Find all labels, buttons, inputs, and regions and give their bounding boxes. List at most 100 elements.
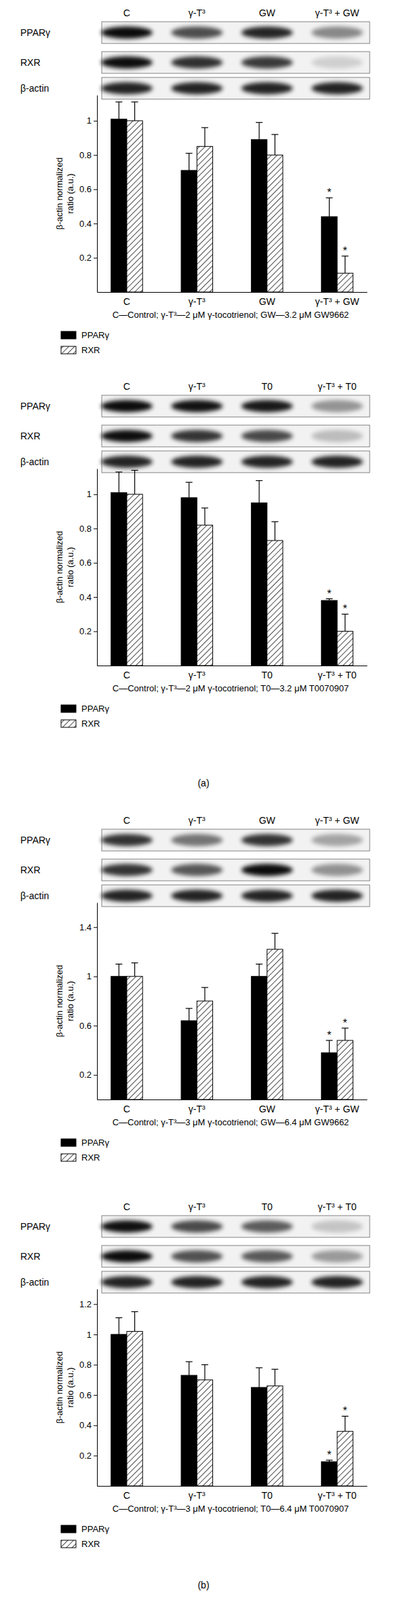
blot-column-label: C	[123, 380, 131, 392]
y-tick-label: 1	[86, 115, 92, 126]
y-axis-line	[97, 468, 98, 666]
loading-band	[311, 1274, 363, 1287]
bar	[181, 1019, 197, 1099]
x-tick: GW	[259, 295, 277, 307]
bar	[321, 599, 338, 665]
x-tick: γ-T³ + GW	[315, 1102, 361, 1114]
x-tick: γ-T³ + T0	[318, 1488, 357, 1500]
blot-band	[170, 1248, 223, 1262]
error-bar	[258, 122, 260, 140]
y-tick-label: 0.6	[79, 183, 92, 195]
plot-area	[111, 932, 354, 1099]
loading-band	[241, 82, 294, 95]
blot-band	[101, 862, 153, 876]
y-tick-label: 0.4	[79, 591, 92, 602]
caption: C—Control; γ-T³—3 μM γ-tocotrienol; T0—6…	[112, 1501, 349, 1513]
y-tick-label: 0.2	[79, 625, 92, 636]
error-cap	[201, 506, 209, 508]
y-axis: 0.20.40.60.81	[79, 95, 98, 293]
error-cap	[115, 101, 123, 102]
error-bar	[258, 480, 260, 503]
blot-band	[241, 399, 294, 412]
blot: Cγ-T³GWγ-T³ + GWPPARγRXRβ-actin	[20, 814, 370, 906]
y-tick-mark	[93, 120, 98, 122]
error-cap	[115, 962, 123, 964]
loading-band	[170, 455, 223, 468]
blot-column-label: C	[123, 7, 131, 19]
significance: *	[326, 1447, 332, 1460]
y-tick: 0.6	[79, 556, 98, 568]
y-tick-label: 0.8	[79, 522, 92, 534]
y-axis-line	[97, 902, 98, 1099]
figure: Cγ-T³GWγ-T³ + GWPPARγRXRβ-actin**0.20.40…	[0, 0, 407, 1599]
loading-band	[101, 888, 153, 901]
bar	[126, 493, 143, 665]
y-tick-mark	[93, 1332, 98, 1334]
error-cap	[185, 1006, 193, 1008]
x-tick-label: γ-T³ + GW	[315, 1102, 361, 1114]
y-tick: 1	[86, 970, 98, 981]
legend-swatch	[61, 719, 76, 727]
y-tick-label: 1.4	[79, 921, 92, 932]
blot-band	[241, 56, 294, 69]
bar	[181, 497, 197, 665]
y-axis-title: β-actin normalizedratio (a.u.)	[54, 1349, 76, 1422]
error-cap	[131, 1309, 139, 1311]
blot-band	[170, 832, 223, 846]
loading-band	[241, 888, 294, 901]
blot-row-label: β-actin	[20, 889, 49, 901]
y-tick-label: 0.2	[79, 1068, 92, 1079]
x-tick: T0	[261, 1488, 274, 1500]
y-tick-mark	[93, 223, 98, 224]
error-cap	[131, 469, 139, 471]
error-cap	[271, 1367, 279, 1369]
error-bar	[134, 961, 135, 976]
error-bar	[258, 1366, 260, 1386]
x-axis: Cγ-T³T0γ-T³ + T0	[97, 665, 368, 680]
blot-column-label: GW	[259, 7, 277, 19]
x-tick-label: C	[123, 295, 131, 307]
blot-row-label: PPARγ	[20, 27, 51, 38]
blot-band	[311, 862, 363, 876]
y-tick: 1	[86, 115, 98, 126]
loading-band	[101, 82, 153, 95]
blot-band	[241, 1218, 294, 1232]
bar	[337, 630, 353, 665]
y-tick: 0.8	[79, 522, 98, 534]
legend-label: PPARγ	[81, 329, 110, 340]
blot-band	[311, 1248, 363, 1262]
y-tick-label: 1	[86, 488, 92, 499]
plot-area	[111, 101, 354, 292]
loading-band	[101, 1274, 153, 1287]
blot-band	[170, 862, 223, 876]
error-bar	[274, 1367, 276, 1385]
y-axis-title: β-actin normalizedratio (a.u.)	[54, 963, 76, 1036]
legend-swatch	[61, 1538, 76, 1546]
x-axis-line	[97, 1098, 368, 1099]
legend-label: RXR	[81, 1537, 100, 1548]
y-tick-label: 0.8	[79, 149, 92, 161]
blot-band	[311, 56, 363, 69]
y-tick: 0.6	[79, 183, 98, 195]
x-tick: T0	[261, 668, 274, 680]
error-bar	[344, 1026, 346, 1040]
error-cap	[131, 101, 139, 102]
error-bar	[204, 986, 205, 1000]
blot-column-label: γ-T³	[188, 7, 206, 19]
loading-band	[170, 888, 223, 901]
bar	[111, 1332, 127, 1485]
x-axis: Cγ-T³GWγ-T³ + GW	[97, 292, 368, 307]
blot-row-label: RXR	[20, 863, 41, 875]
loading-band	[241, 455, 294, 468]
legend: PPARγRXR	[61, 1522, 110, 1548]
legend-swatch	[61, 1137, 76, 1146]
y-tick-label: 0.4	[79, 218, 92, 229]
blot-column-label: γ-T³ + T0	[318, 1199, 357, 1211]
loading-band	[241, 1274, 294, 1287]
y-axis-title-line: β-actin normalized	[54, 530, 65, 603]
blot-row-label: β-actin	[20, 455, 49, 467]
y-tick-mark	[93, 975, 98, 977]
y-tick-mark	[93, 154, 98, 156]
y-tick-label: 0.4	[79, 1418, 92, 1429]
x-tick: C	[123, 1102, 131, 1114]
